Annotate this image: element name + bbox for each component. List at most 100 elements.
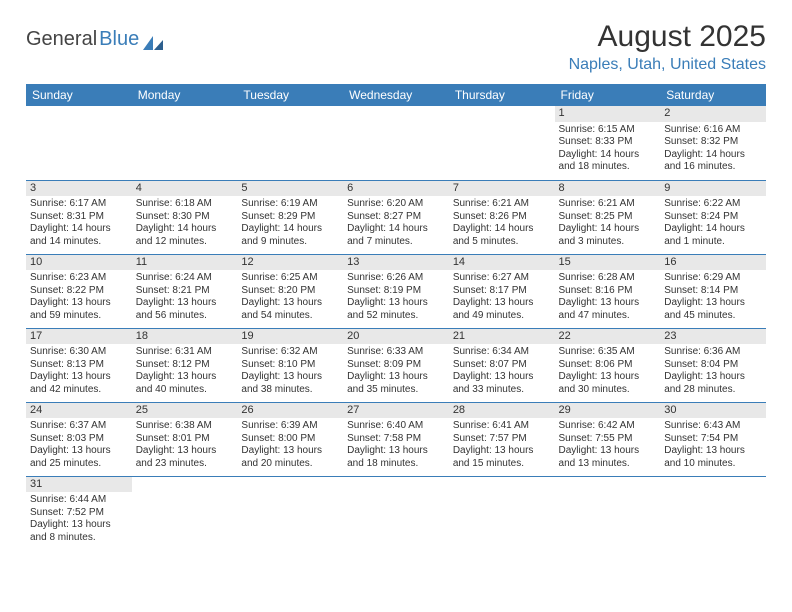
cell-sunset: Sunset: 8:01 PM	[136, 433, 234, 446]
cell-sunset: Sunset: 8:12 PM	[136, 359, 234, 372]
cell-sunset: Sunset: 8:09 PM	[347, 359, 445, 372]
day-number: 8	[555, 181, 661, 197]
cell-day2: and 33 minutes.	[453, 384, 551, 397]
cell-day1: Daylight: 13 hours	[30, 445, 128, 458]
day-number: 1	[555, 106, 661, 122]
cell-sunset: Sunset: 8:26 PM	[453, 211, 551, 224]
day-number: 22	[555, 329, 661, 345]
cell-sunrise: Sunrise: 6:18 AM	[136, 198, 234, 211]
cell-sunrise: Sunrise: 6:38 AM	[136, 420, 234, 433]
day-header: Sunday	[26, 84, 132, 106]
cell-sunrise: Sunrise: 6:19 AM	[241, 198, 339, 211]
cell-sunrise: Sunrise: 6:40 AM	[347, 420, 445, 433]
cell-sunset: Sunset: 8:16 PM	[559, 285, 657, 298]
cell-day1: Daylight: 14 hours	[241, 223, 339, 236]
calendar-cell: 22Sunrise: 6:35 AMSunset: 8:06 PMDayligh…	[555, 328, 661, 402]
calendar-cell: 20Sunrise: 6:33 AMSunset: 8:09 PMDayligh…	[343, 328, 449, 402]
calendar-cell	[449, 476, 555, 550]
calendar-cell: 26Sunrise: 6:39 AMSunset: 8:00 PMDayligh…	[237, 402, 343, 476]
cell-sunset: Sunset: 7:57 PM	[453, 433, 551, 446]
cell-day1: Daylight: 13 hours	[136, 297, 234, 310]
calendar-cell: 24Sunrise: 6:37 AMSunset: 8:03 PMDayligh…	[26, 402, 132, 476]
calendar-cell: 18Sunrise: 6:31 AMSunset: 8:12 PMDayligh…	[132, 328, 238, 402]
cell-day1: Daylight: 13 hours	[664, 297, 762, 310]
calendar-cell: 21Sunrise: 6:34 AMSunset: 8:07 PMDayligh…	[449, 328, 555, 402]
calendar-cell: 29Sunrise: 6:42 AMSunset: 7:55 PMDayligh…	[555, 402, 661, 476]
cell-sunset: Sunset: 8:04 PM	[664, 359, 762, 372]
day-number: 18	[132, 329, 238, 345]
day-number: 11	[132, 255, 238, 271]
calendar-cell: 31Sunrise: 6:44 AMSunset: 7:52 PMDayligh…	[26, 476, 132, 550]
cell-day1: Daylight: 13 hours	[559, 371, 657, 384]
cell-day1: Daylight: 13 hours	[347, 371, 445, 384]
cell-sunrise: Sunrise: 6:43 AM	[664, 420, 762, 433]
calendar-cell: 15Sunrise: 6:28 AMSunset: 8:16 PMDayligh…	[555, 254, 661, 328]
location-subtitle: Naples, Utah, United States	[569, 56, 766, 74]
day-number: 3	[26, 181, 132, 197]
cell-sunset: Sunset: 8:29 PM	[241, 211, 339, 224]
cell-sunrise: Sunrise: 6:24 AM	[136, 272, 234, 285]
cell-sunrise: Sunrise: 6:44 AM	[30, 494, 128, 507]
cell-sunrise: Sunrise: 6:21 AM	[453, 198, 551, 211]
cell-day1: Daylight: 13 hours	[559, 445, 657, 458]
logo-text-general: General	[26, 28, 97, 51]
cell-sunrise: Sunrise: 6:31 AM	[136, 346, 234, 359]
calendar-cell: 5Sunrise: 6:19 AMSunset: 8:29 PMDaylight…	[237, 180, 343, 254]
cell-sunset: Sunset: 8:31 PM	[30, 211, 128, 224]
cell-sunset: Sunset: 7:58 PM	[347, 433, 445, 446]
cell-sunset: Sunset: 8:00 PM	[241, 433, 339, 446]
day-number: 16	[660, 255, 766, 271]
cell-sunset: Sunset: 8:06 PM	[559, 359, 657, 372]
cell-day2: and 5 minutes.	[453, 236, 551, 249]
calendar-cell	[26, 106, 132, 180]
day-number: 12	[237, 255, 343, 271]
cell-day2: and 40 minutes.	[136, 384, 234, 397]
cell-day1: Daylight: 13 hours	[664, 371, 762, 384]
cell-day1: Daylight: 13 hours	[30, 371, 128, 384]
cell-day2: and 35 minutes.	[347, 384, 445, 397]
day-number: 30	[660, 403, 766, 419]
cell-day1: Daylight: 14 hours	[347, 223, 445, 236]
cell-day1: Daylight: 13 hours	[664, 445, 762, 458]
day-number: 7	[449, 181, 555, 197]
cell-day2: and 52 minutes.	[347, 310, 445, 323]
cell-sunrise: Sunrise: 6:29 AM	[664, 272, 762, 285]
calendar-cell: 1Sunrise: 6:15 AMSunset: 8:33 PMDaylight…	[555, 106, 661, 180]
cell-day2: and 9 minutes.	[241, 236, 339, 249]
day-number: 2	[660, 106, 766, 122]
day-number: 29	[555, 403, 661, 419]
cell-day2: and 38 minutes.	[241, 384, 339, 397]
cell-day2: and 42 minutes.	[30, 384, 128, 397]
cell-day1: Daylight: 13 hours	[453, 445, 551, 458]
cell-day2: and 15 minutes.	[453, 458, 551, 471]
calendar-cell: 9Sunrise: 6:22 AMSunset: 8:24 PMDaylight…	[660, 180, 766, 254]
day-header: Thursday	[449, 84, 555, 106]
calendar-cell	[449, 106, 555, 180]
calendar-cell: 13Sunrise: 6:26 AMSunset: 8:19 PMDayligh…	[343, 254, 449, 328]
cell-sunrise: Sunrise: 6:39 AM	[241, 420, 339, 433]
cell-day2: and 12 minutes.	[136, 236, 234, 249]
day-number: 17	[26, 329, 132, 345]
logo: GeneralBlue	[26, 20, 163, 51]
day-number: 14	[449, 255, 555, 271]
calendar-cell	[555, 476, 661, 550]
cell-day1: Daylight: 13 hours	[30, 297, 128, 310]
calendar-cell: 27Sunrise: 6:40 AMSunset: 7:58 PMDayligh…	[343, 402, 449, 476]
cell-sunset: Sunset: 8:22 PM	[30, 285, 128, 298]
cell-day2: and 10 minutes.	[664, 458, 762, 471]
calendar-cell: 16Sunrise: 6:29 AMSunset: 8:14 PMDayligh…	[660, 254, 766, 328]
calendar-cell: 2Sunrise: 6:16 AMSunset: 8:32 PMDaylight…	[660, 106, 766, 180]
cell-sunrise: Sunrise: 6:21 AM	[559, 198, 657, 211]
calendar-cell	[237, 476, 343, 550]
day-number: 10	[26, 255, 132, 271]
cell-sunrise: Sunrise: 6:41 AM	[453, 420, 551, 433]
day-number: 27	[343, 403, 449, 419]
day-number: 21	[449, 329, 555, 345]
cell-sunrise: Sunrise: 6:22 AM	[664, 198, 762, 211]
cell-day1: Daylight: 13 hours	[559, 297, 657, 310]
calendar-cell: 10Sunrise: 6:23 AMSunset: 8:22 PMDayligh…	[26, 254, 132, 328]
cell-day1: Daylight: 13 hours	[453, 371, 551, 384]
cell-sunset: Sunset: 7:55 PM	[559, 433, 657, 446]
cell-day1: Daylight: 14 hours	[559, 149, 657, 162]
cell-day2: and 3 minutes.	[559, 236, 657, 249]
